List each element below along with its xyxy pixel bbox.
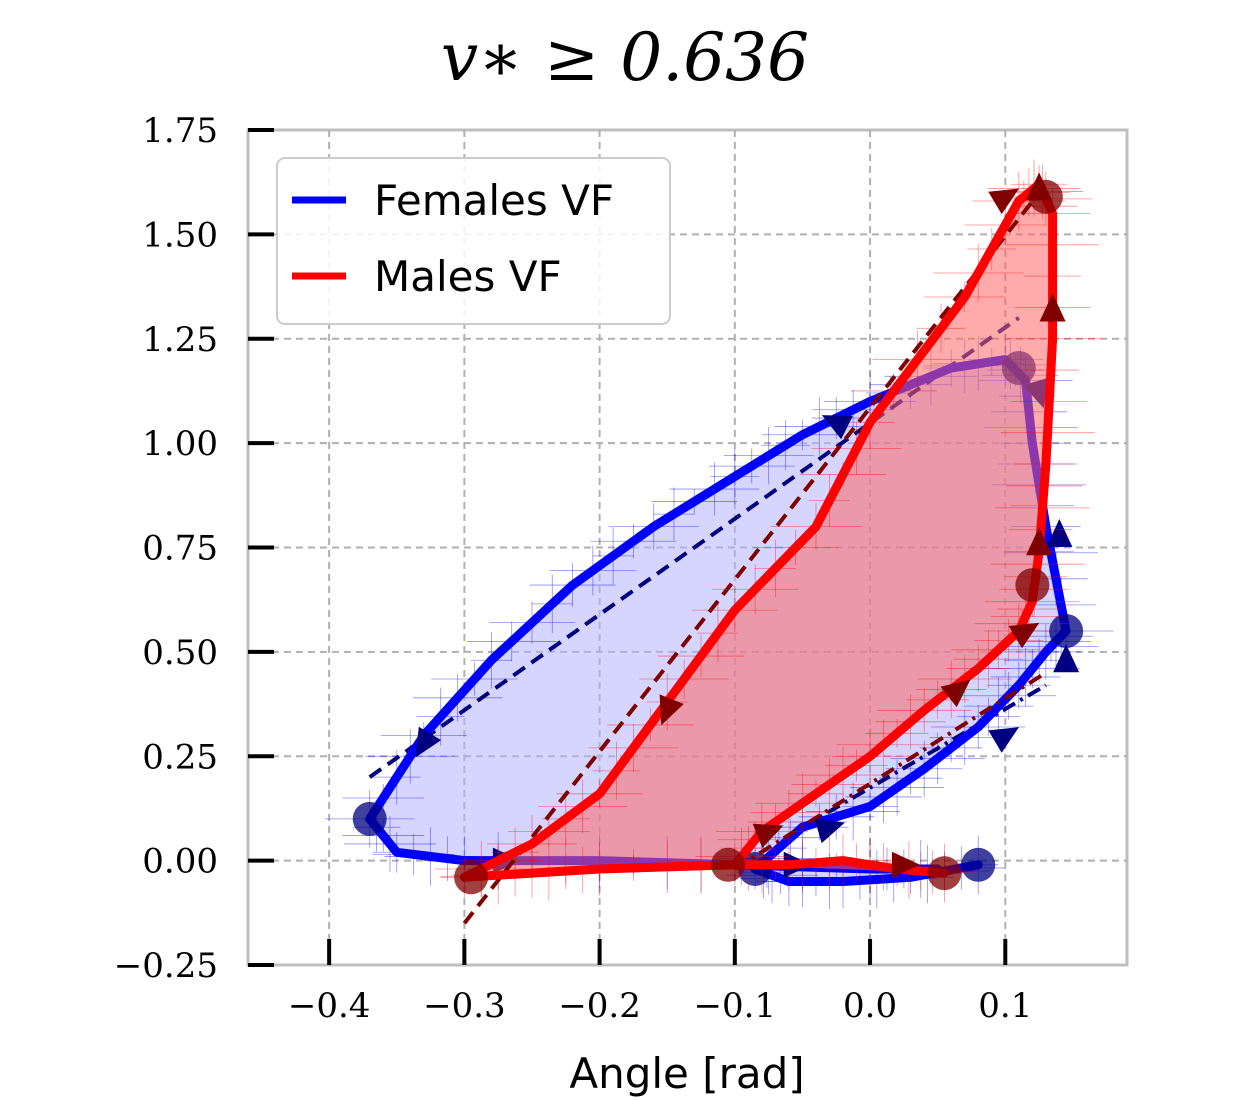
x-tick-label: −0.3 — [423, 986, 506, 1026]
y-tick-label: 1.25 — [142, 320, 218, 360]
arrow-marker-males — [940, 679, 971, 708]
y-tick-label: 1.50 — [142, 215, 218, 255]
x-tick-label: −0.2 — [558, 986, 641, 1026]
x-axis-label: Angle [rad] — [569, 1049, 804, 1098]
arrow-marker-females — [1053, 644, 1080, 673]
fit-line-lower-females — [801, 683, 1047, 829]
arrow-marker-females — [814, 818, 845, 844]
y-tick-label: 0.00 — [142, 842, 218, 882]
plot-area: −0.4 −0.3 −0.2 −0.1 0.0 0.1 −0.25 0.00 0.25 0.50… — [114, 111, 1129, 1026]
arrow-marker-males — [1039, 293, 1066, 322]
legend-label-females: Females VF — [374, 176, 614, 225]
marker-females — [352, 801, 387, 836]
series-line-males — [459, 179, 1058, 882]
legend-box — [276, 157, 671, 325]
arrow-marker-males — [752, 823, 784, 848]
y-tick-label: 0.25 — [142, 737, 218, 777]
arrow-marker-males — [1008, 622, 1040, 649]
legend: Females VF Males VF — [276, 157, 671, 325]
x-tick-label: 0.0 — [843, 986, 897, 1026]
marker-males — [1015, 568, 1050, 603]
x-tick-label: −0.1 — [694, 986, 777, 1026]
arrow-marker-males — [891, 851, 920, 878]
arrow-marker-females — [415, 726, 442, 758]
series-fill-males — [464, 184, 1053, 878]
arrow-marker-females — [1046, 519, 1073, 547]
arrow-marker-males — [1026, 527, 1053, 556]
series-males — [435, 159, 1100, 925]
y-axis: −0.25 0.00 0.25 0.50 0.75 1.00 1.25 1.50 1.75 — [114, 111, 274, 986]
series-group — [324, 159, 1114, 925]
y-tick-label: 0.50 — [142, 633, 218, 673]
y-tick-label: −0.25 — [114, 946, 218, 986]
arrow-marker-males — [988, 188, 1019, 215]
y-tick-label: 1.00 — [142, 424, 218, 464]
fit-line-lower-males — [733, 671, 1047, 871]
marker-females — [961, 847, 996, 882]
y-tick-label: 1.75 — [142, 111, 218, 151]
x-tick-label: 0.1 — [978, 986, 1032, 1026]
x-axis: −0.4 −0.3 −0.2 −0.1 0.0 0.1 — [288, 939, 1032, 1026]
marker-females — [1049, 614, 1084, 648]
x-tick-label: −0.4 — [288, 986, 371, 1026]
fit-line-males — [462, 183, 1048, 925]
chart-title: v∗ ≥ 0.636 — [441, 19, 809, 96]
marker-males — [927, 856, 962, 891]
arrow-marker-males — [659, 694, 684, 726]
legend-label-males: Males VF — [374, 252, 562, 301]
y-tick-label: 0.75 — [142, 529, 218, 569]
arrow-marker-males — [1026, 172, 1053, 201]
marker-males — [454, 860, 489, 895]
arrow-marker-females — [988, 727, 1019, 753]
marker-males — [711, 847, 746, 882]
arrow-marker-females — [821, 415, 853, 440]
